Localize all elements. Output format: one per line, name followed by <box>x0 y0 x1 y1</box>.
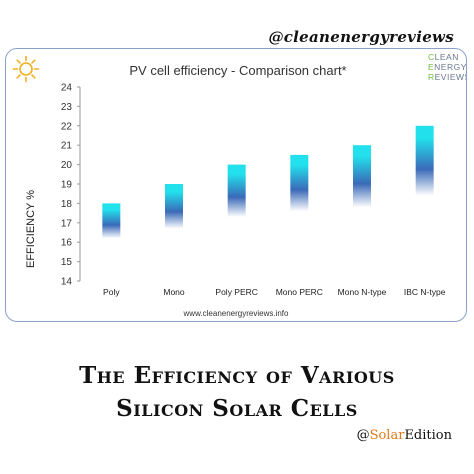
signature-accent: Solar <box>369 428 405 443</box>
brand-initial-r: R <box>428 72 435 82</box>
y-tick-label: 18 <box>61 199 73 210</box>
brand-initial-c: C <box>428 52 435 62</box>
y-tick-label: 20 <box>61 160 73 171</box>
brand-line-2: ENERGY <box>428 62 467 72</box>
bar-mono <box>165 184 183 229</box>
bar-poly <box>102 203 121 239</box>
bar-mono-n-type <box>353 145 371 208</box>
bars <box>102 125 434 239</box>
x-tick-label: Poly PERC <box>215 287 258 297</box>
y-tick-label: 15 <box>61 257 73 268</box>
y-tick-label: 19 <box>61 180 73 191</box>
bar-poly-perc <box>227 164 246 217</box>
sun-icon <box>12 55 40 83</box>
sun-icon-disc <box>19 62 33 76</box>
social-handle: @cleanenergyreviews <box>268 28 454 46</box>
brand-line-1: CLEAN <box>428 52 466 62</box>
x-tick-label: Mono PERC <box>276 287 323 297</box>
headline-line-1: The Efficiency of Various <box>79 362 395 389</box>
signature: @SolarEdition <box>357 428 452 443</box>
y-tick-label: 17 <box>61 218 73 229</box>
y-tick-label: 24 <box>61 83 73 94</box>
x-axis: Poly Mono Poly PERC Mono PERC Mono N-type IBC… <box>103 287 446 297</box>
y-tick-label: 14 <box>61 277 73 288</box>
efficiency-chart: PV cell efficiency - Comparison chart* E… <box>12 55 446 297</box>
brand-logo: CLEAN ENERGY REVIEWS <box>428 52 467 82</box>
x-tick-label: IBC N-type <box>404 287 446 297</box>
y-axis: 14 15 16 17 18 19 20 21 22 23 24 <box>61 83 81 288</box>
y-tick-label: 21 <box>61 141 73 152</box>
source-url: www.cleanenergyreviews.info <box>183 309 289 318</box>
chart-title: PV cell efficiency - Comparison chart* <box>129 63 346 78</box>
brand-line-3-rest: EVIEWS <box>434 72 466 82</box>
headline-line-2: Silicon Solar Cells <box>116 395 358 422</box>
bar-mono-perc <box>290 154 309 212</box>
brand-line-2-rest: NERGY <box>434 62 467 72</box>
sun-icon-ray <box>31 74 36 79</box>
brand-initial-e: E <box>428 62 435 72</box>
bar-ibc-n-type <box>415 125 434 196</box>
y-tick-label: 22 <box>61 121 73 132</box>
signature-suffix: Edition <box>404 428 452 443</box>
y-axis-label: EFFICIENCY % <box>25 190 37 268</box>
brand-line-3: REVIEWS <box>428 72 466 82</box>
x-tick-label: Mono <box>163 287 185 297</box>
x-tick-label: Mono N-type <box>338 287 387 297</box>
signature-prefix: @ <box>356 428 370 443</box>
sun-icon-ray <box>16 59 21 64</box>
y-tick-label: 16 <box>61 238 73 249</box>
x-tick-label: Poly <box>103 287 120 297</box>
sun-icon-ray <box>31 59 36 64</box>
sun-icon-ray <box>16 74 21 79</box>
chart-card: PV cell efficiency - Comparison chart* E… <box>5 48 467 322</box>
y-tick-label: 23 <box>61 102 73 113</box>
brand-line-1-rest: LEAN <box>434 52 459 62</box>
